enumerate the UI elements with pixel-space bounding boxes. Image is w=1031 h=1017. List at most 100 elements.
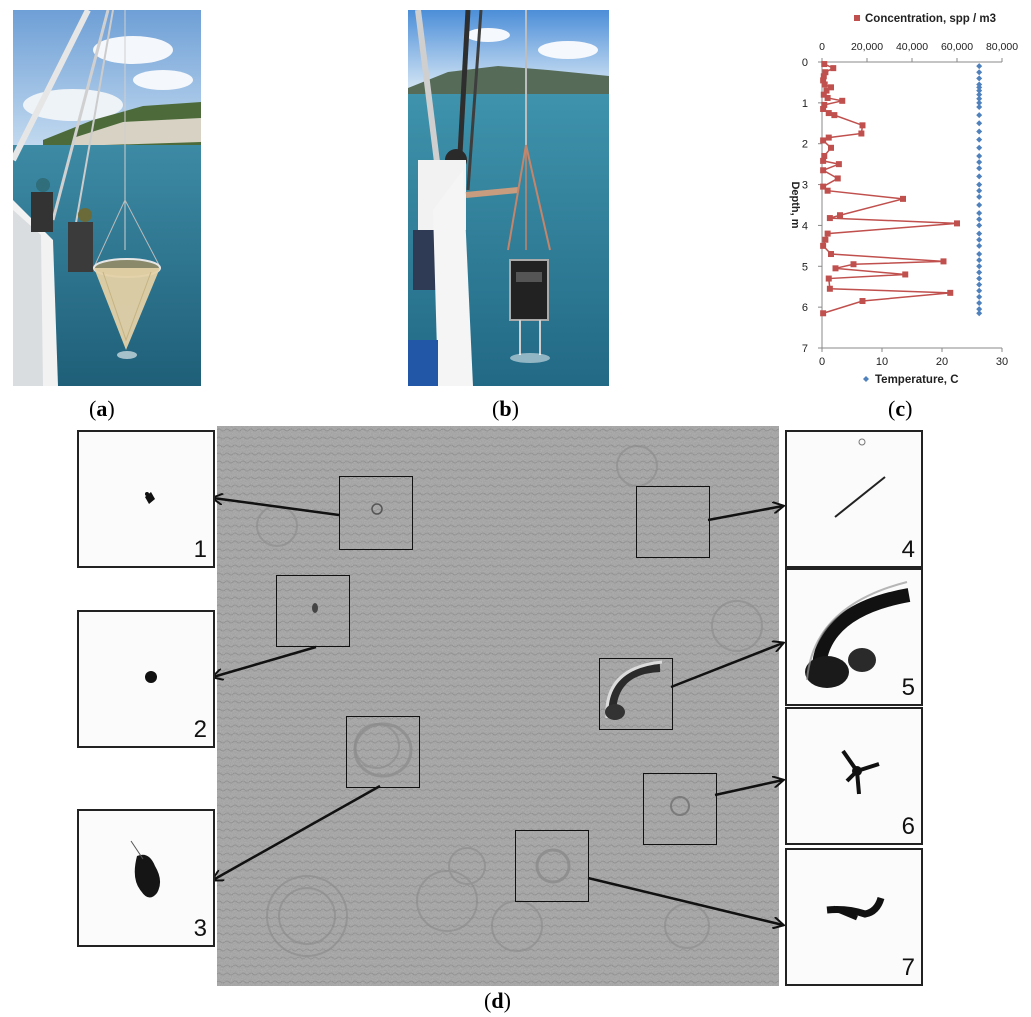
frame-2 [276,575,350,647]
concentration-point [900,195,906,202]
temperature-point [976,236,983,243]
concentration-point [820,91,827,98]
temperature-point [976,144,983,151]
temperature-point [976,293,983,300]
photo-holographic-camera [408,10,609,386]
y-tick-label: 3 [802,180,808,192]
temperature-point [976,310,983,317]
concentration-point [828,144,834,151]
temperature-point [976,173,983,180]
concentration-point [954,220,960,227]
concentration-point [859,298,866,305]
temperature-point [976,275,983,282]
inset-number-7: 7 [901,954,915,981]
concentration-point [940,258,947,265]
bottom-x-tick-label: 10 [876,356,888,368]
temperature-point [976,281,983,288]
frame-7 [515,830,589,902]
inset-number-4: 4 [901,536,915,563]
temperature-point [976,287,983,294]
concentration-point [839,97,846,104]
temperature-point [976,222,983,229]
temperature-point [976,251,983,258]
temperature-point [976,120,983,127]
top-x-tick-label: 40,000 [896,41,928,53]
inset-3: 3 [77,809,215,947]
concentration-point [828,84,834,91]
y-tick-label: 0 [802,57,808,69]
concentration-point [820,77,827,84]
temperature-point [976,84,983,91]
concentration-point [947,289,954,296]
temperature-point [976,152,983,159]
temperature-point [976,75,983,82]
concentration-point [858,130,865,137]
concentration-point [824,187,831,194]
inset-2: 2 [77,610,215,748]
concentration-point [823,87,830,94]
frame-4 [636,486,710,558]
concentration-point [820,242,827,249]
concentration-point [822,236,829,243]
legend-marker-temperature [863,376,869,382]
temperature-point [976,63,983,70]
concentration-point [831,112,838,119]
top-x-tick-label: 20,000 [851,41,883,53]
temperature-point [976,159,983,166]
legend-label-temperature: Temperature, C [875,374,959,386]
frame-6 [643,773,717,845]
temperature-point [976,230,983,237]
concentration-point [837,212,843,219]
inset-7: 7 [785,848,923,986]
concentration-point [830,65,837,72]
legend-label-concentration: Concentration, spp / m3 [865,13,996,25]
y-tick-label: 7 [802,343,808,355]
panel-label-c: (c) [888,396,913,421]
temperature-point [976,193,983,200]
concentration-point [820,105,827,112]
temperature-point [976,257,983,264]
temperature-point [976,181,983,188]
legend-marker-concentration [854,15,860,21]
inset-number-3: 3 [193,915,207,942]
temperature-point [976,242,983,249]
inset-4: 4 [785,430,923,568]
concentration-point [822,69,829,76]
concentration-point [825,134,832,141]
temperature-point [976,263,983,270]
temperature-point [976,112,983,119]
frame-3 [346,716,420,788]
bottom-x-tick-label: 0 [819,356,825,368]
panel-label-d: (d) [484,988,511,1013]
concentration-point [902,271,909,278]
concentration-point [820,167,827,174]
inset-5: 5 [785,568,923,706]
concentration-point [832,265,839,272]
concentration-point [850,261,857,268]
temperature-point [976,202,983,208]
temperature-point [976,300,983,307]
inset-1: 1 [77,430,215,568]
temperature-point [976,99,983,106]
concentration-point [821,61,828,68]
temperature-point [976,187,983,194]
photo-plankton-net [13,10,201,386]
concentration-point [835,161,842,168]
temperature-point [976,91,983,98]
concentration-point [828,251,834,258]
y-axis-label: Depth, m [789,181,801,228]
inset-number-2: 2 [193,716,207,743]
temperature-point [976,103,983,110]
temperature-point [976,128,983,135]
frame-5 [599,658,673,730]
bottom-x-tick-label: 30 [996,356,1008,368]
y-tick-label: 6 [802,302,808,314]
temperature-point [976,95,983,102]
top-x-tick-label: 0 [819,41,825,53]
concentration-point [820,310,827,317]
concentration-point [821,81,828,88]
concentration-point [825,110,832,117]
concentration-point [825,275,832,282]
concentration-point [824,230,831,237]
temperature-point [976,165,983,172]
